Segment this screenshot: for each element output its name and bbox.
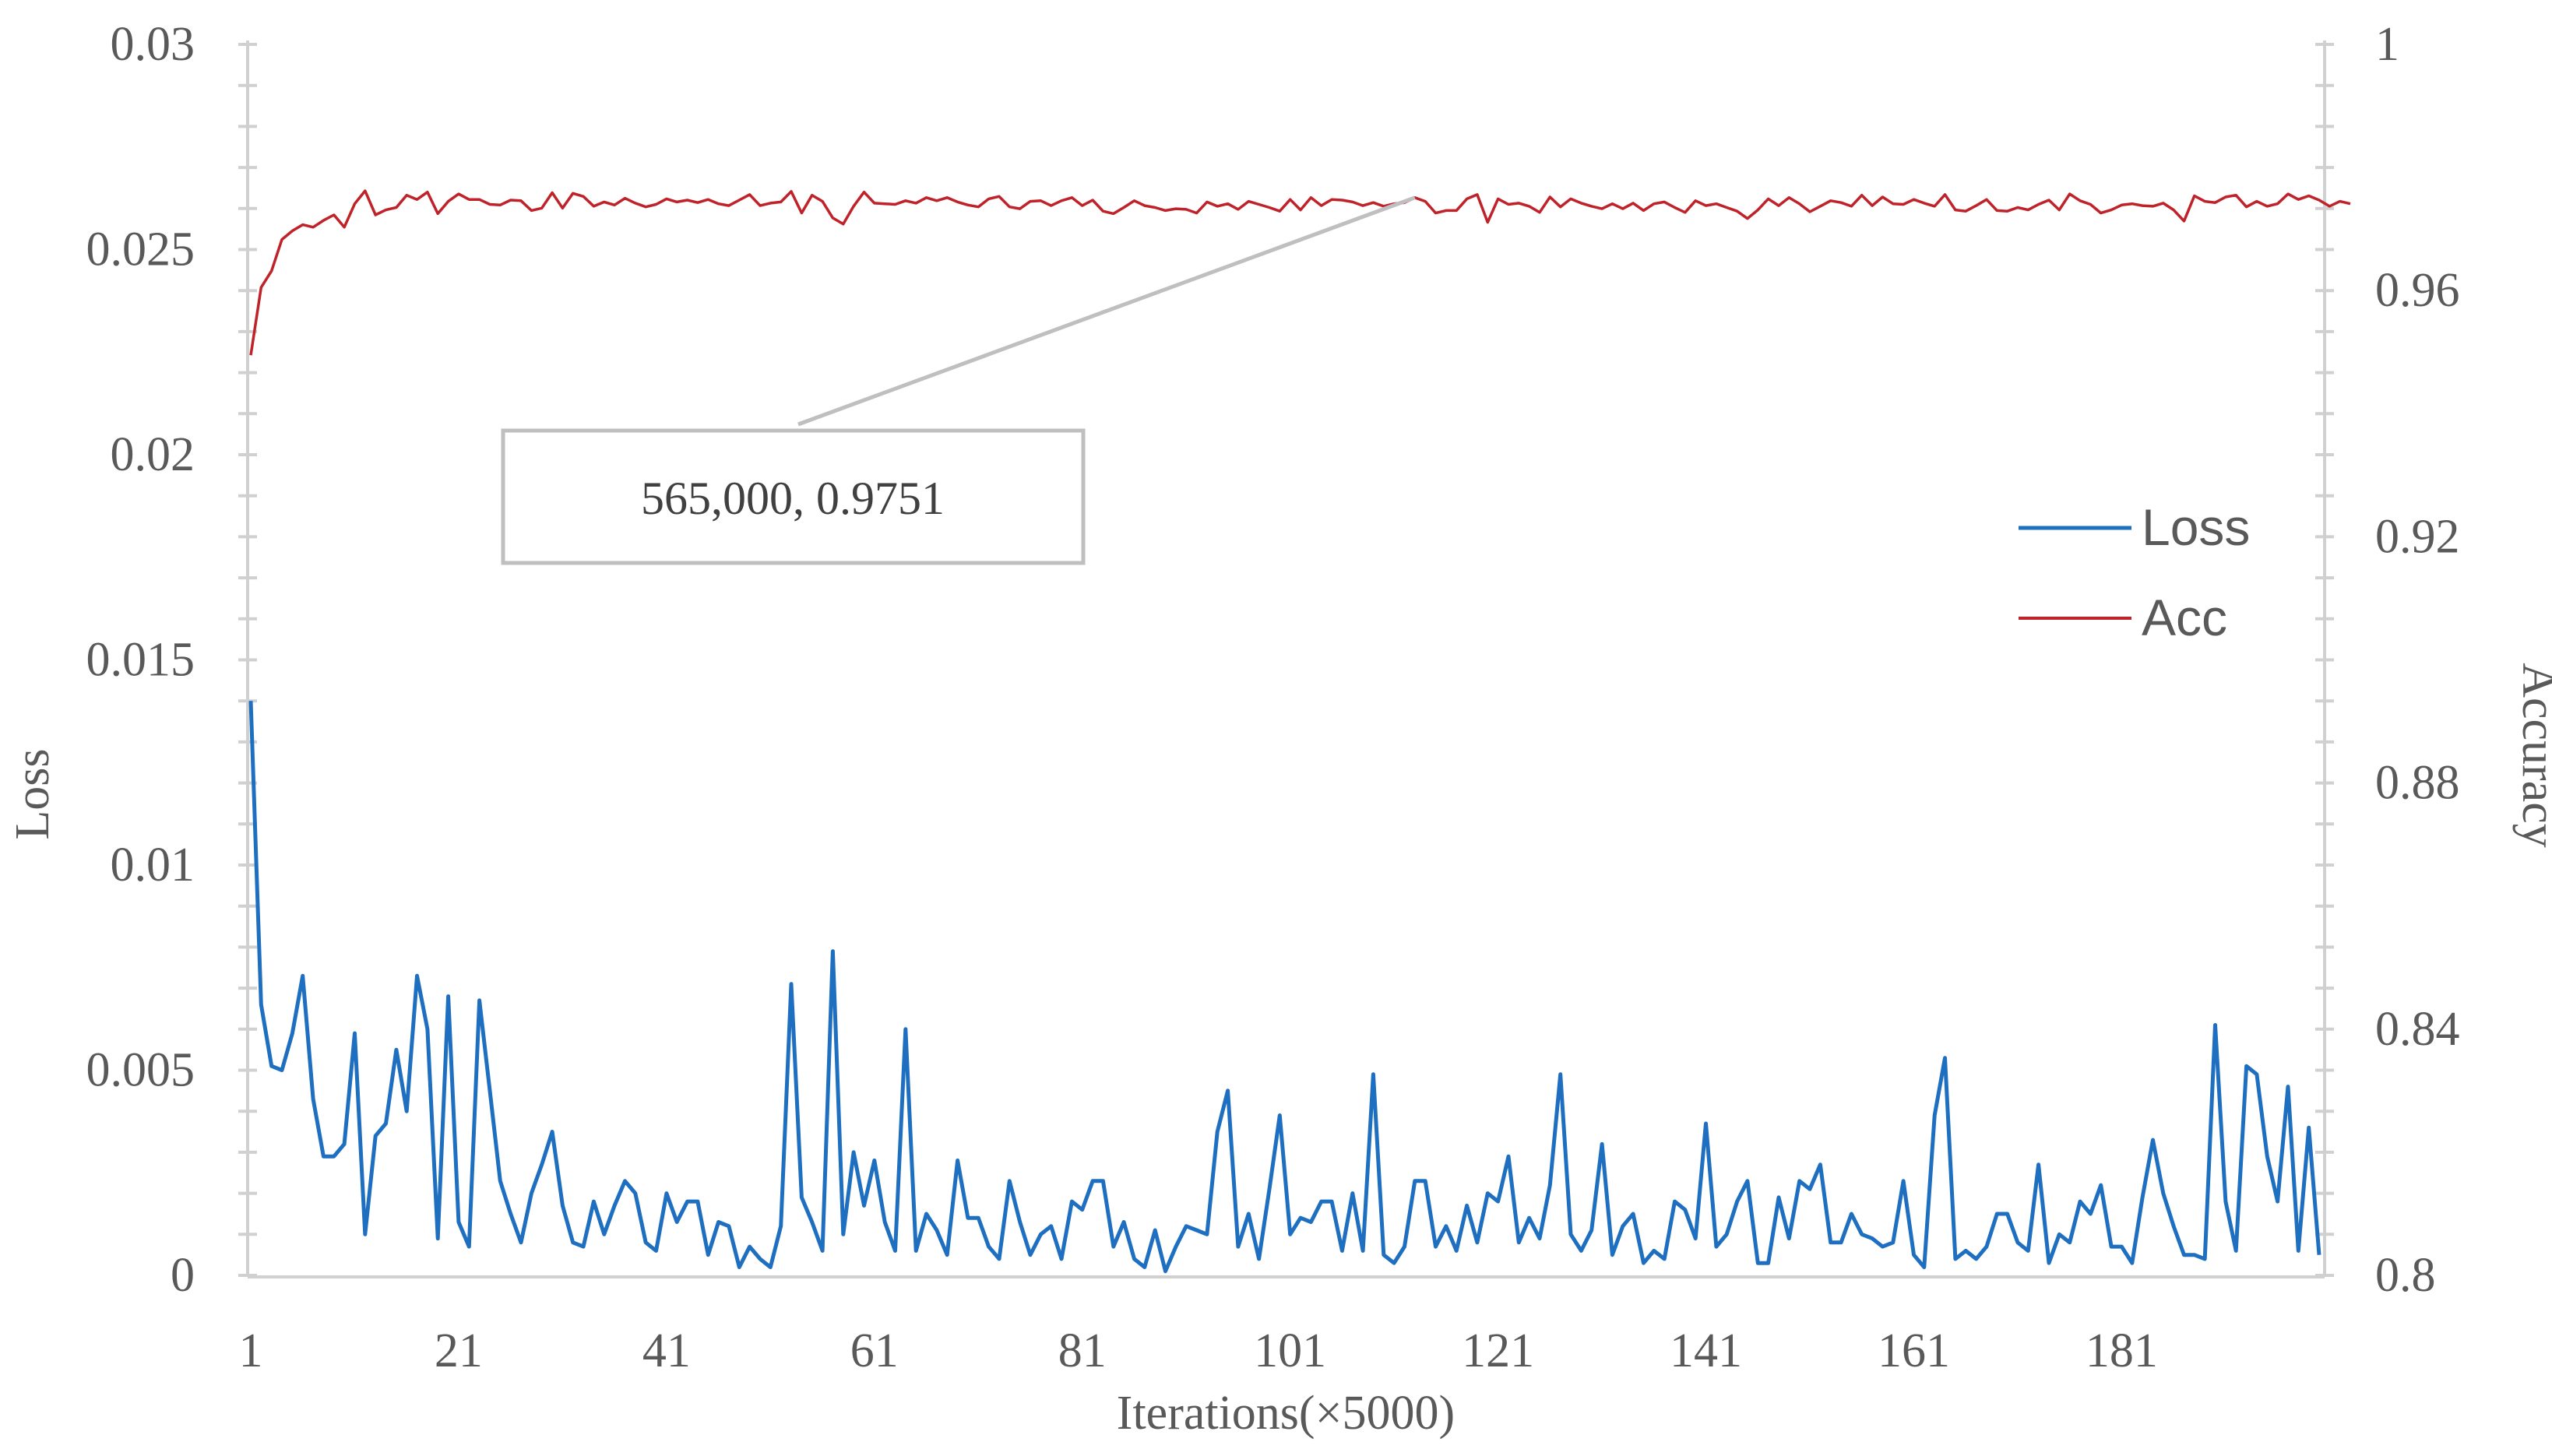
legend: Loss Acc (2019, 498, 2250, 646)
left-minor-ticks (238, 43, 257, 1277)
left-tick-label: 0.015 (86, 634, 195, 687)
x-tick-label: 21 (435, 1324, 483, 1377)
right-minor-ticks (2315, 43, 2334, 1277)
left-tick-label: 0.005 (86, 1044, 195, 1097)
left-tick-label: 0.025 (86, 223, 195, 276)
right-tick-label: 1 (2375, 18, 2399, 71)
x-tick-labels: 1 21 41 61 81 101 121 141 161 181 (239, 1324, 2158, 1377)
left-y-tick-labels: 0 0.005 0.01 0.015 0.02 0.025 0.03 (86, 18, 195, 1302)
loss-series-line (248, 701, 2321, 1274)
data-callout: 565,000, 0.9751 (501, 195, 1416, 565)
x-tick-label: 1 (239, 1324, 263, 1377)
left-tick-label: 0 (171, 1249, 195, 1302)
legend-loss-label: Loss (2142, 498, 2250, 556)
right-y-tick-labels: 0.8 0.84 0.88 0.92 0.96 1 (2375, 18, 2460, 1302)
x-tick-label: 61 (850, 1324, 899, 1377)
left-tick-label: 0.02 (111, 428, 195, 481)
acc-series-line (249, 189, 2351, 356)
x-tick-label: 141 (1670, 1324, 1742, 1377)
x-tick-label: 161 (1878, 1324, 1950, 1377)
callout-leader-line (797, 195, 1416, 427)
left-tick-label: 0.01 (111, 839, 195, 892)
right-tick-label: 0.96 (2375, 264, 2460, 317)
callout-box (501, 428, 1086, 565)
x-tick-label: 121 (1462, 1324, 1534, 1377)
x-tick-label: 81 (1058, 1324, 1107, 1377)
callout-label: 565,000, 0.9751 (641, 473, 945, 524)
right-tick-label: 0.88 (2375, 757, 2460, 810)
right-tick-label: 0.8 (2375, 1249, 2436, 1302)
legend-acc-label: Acc (2142, 589, 2227, 646)
x-axis-title: Iterations(×5000) (1117, 1387, 1455, 1440)
y-axis-title-right: Accuracy (2512, 663, 2552, 848)
x-tick-label: 41 (642, 1324, 691, 1377)
x-tick-label: 181 (2086, 1324, 2158, 1377)
grid-and-axes (238, 40, 2334, 1278)
left-tick-label: 0.03 (111, 18, 195, 71)
right-tick-label: 0.92 (2375, 510, 2460, 563)
y-axis-title-left: Loss (6, 748, 59, 839)
right-tick-label: 0.84 (2375, 1003, 2460, 1056)
x-tick-label: 101 (1254, 1324, 1326, 1377)
